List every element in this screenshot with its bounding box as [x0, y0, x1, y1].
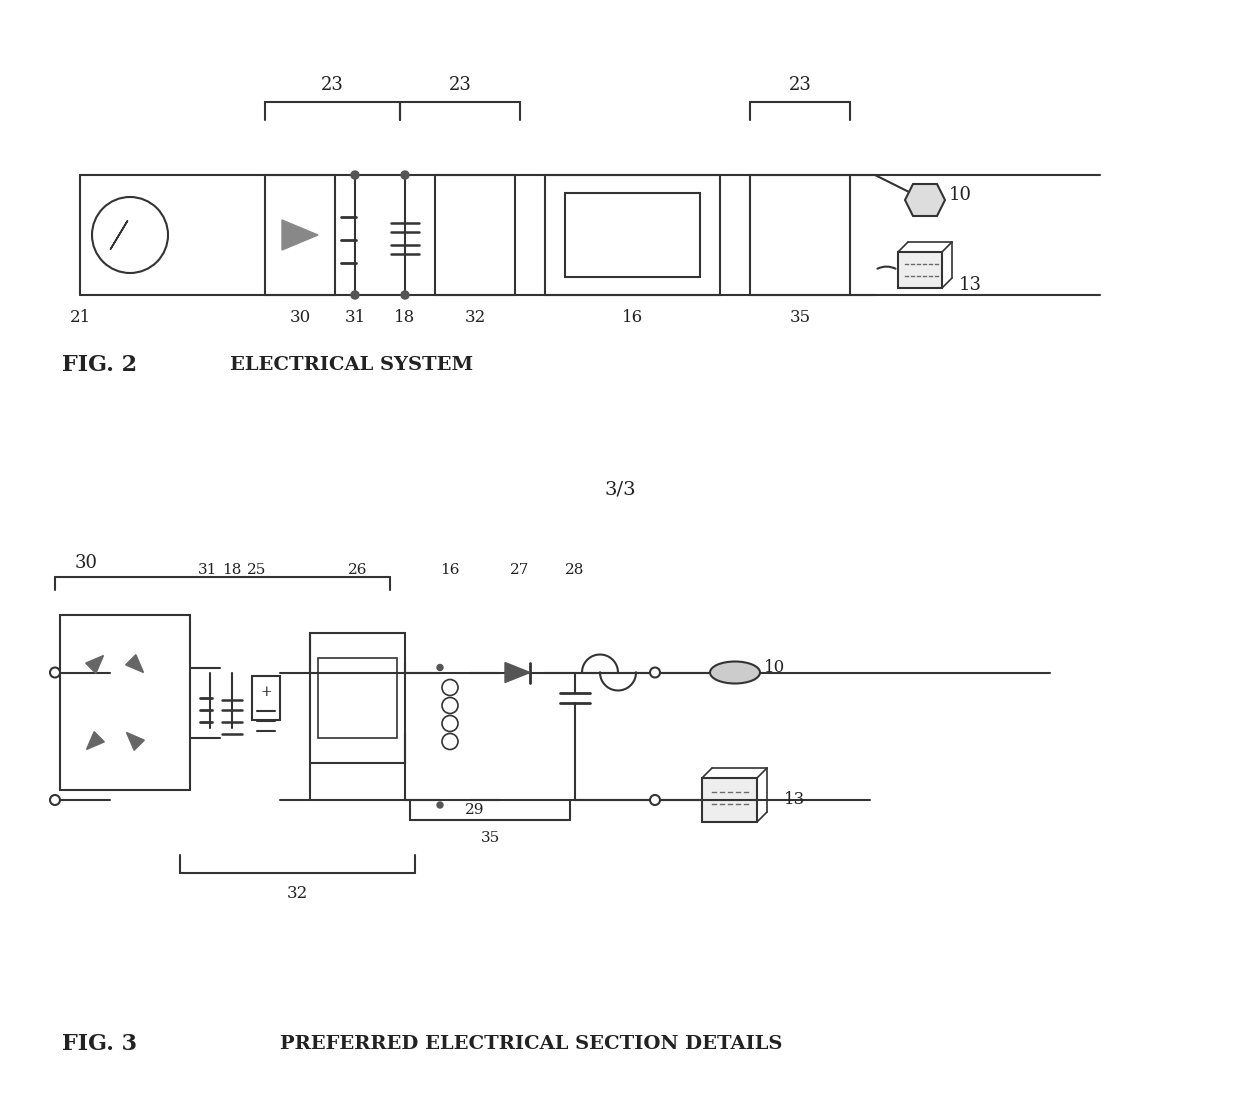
- Circle shape: [50, 667, 60, 677]
- Text: 25: 25: [247, 563, 267, 576]
- Text: 26: 26: [347, 563, 367, 576]
- Circle shape: [436, 664, 443, 671]
- Text: 16: 16: [622, 308, 644, 326]
- Text: 30: 30: [289, 308, 311, 326]
- Bar: [60, 615, 190, 790]
- Text: 10: 10: [764, 659, 786, 676]
- Bar: [317, 658, 397, 738]
- Text: 31: 31: [198, 563, 218, 576]
- Text: 35: 35: [790, 308, 811, 326]
- Text: 23: 23: [789, 76, 811, 94]
- Polygon shape: [87, 732, 104, 750]
- Ellipse shape: [711, 662, 760, 684]
- Text: 23: 23: [321, 76, 343, 94]
- Circle shape: [650, 667, 660, 677]
- Text: 28: 28: [565, 563, 585, 576]
- Text: 18: 18: [394, 308, 415, 326]
- Text: 32: 32: [464, 308, 486, 326]
- Text: 13: 13: [959, 276, 982, 294]
- Bar: [702, 778, 756, 822]
- Text: 16: 16: [440, 563, 460, 576]
- Text: ELECTRICAL SYSTEM: ELECTRICAL SYSTEM: [229, 356, 474, 374]
- Text: 32: 32: [286, 884, 308, 902]
- Text: 23: 23: [449, 76, 471, 94]
- Text: +: +: [260, 685, 272, 698]
- Text: FIG. 3: FIG. 3: [62, 1034, 136, 1055]
- Text: PREFERRED ELECTRICAL SECTION DETAILS: PREFERRED ELECTRICAL SECTION DETAILS: [280, 1035, 782, 1053]
- Bar: [310, 632, 405, 763]
- Text: 13: 13: [785, 791, 806, 809]
- Text: FIG. 2: FIG. 2: [62, 354, 138, 376]
- Polygon shape: [86, 655, 103, 673]
- Polygon shape: [281, 220, 317, 250]
- Circle shape: [401, 292, 409, 299]
- Text: 21: 21: [69, 308, 91, 326]
- Text: 27: 27: [511, 563, 529, 576]
- Circle shape: [401, 171, 409, 179]
- Polygon shape: [126, 732, 144, 751]
- Text: 35: 35: [480, 831, 500, 845]
- Circle shape: [92, 197, 167, 273]
- Bar: [898, 252, 942, 288]
- Text: 30: 30: [74, 553, 98, 572]
- Text: 18: 18: [222, 563, 242, 576]
- Text: 10: 10: [949, 186, 971, 204]
- Circle shape: [436, 802, 443, 808]
- Bar: [750, 175, 849, 295]
- Bar: [252, 675, 280, 719]
- Text: 29: 29: [465, 803, 485, 817]
- Text: 31: 31: [345, 308, 366, 326]
- Polygon shape: [505, 662, 529, 683]
- Polygon shape: [125, 654, 144, 673]
- Polygon shape: [905, 184, 945, 216]
- Circle shape: [650, 795, 660, 804]
- Bar: [546, 175, 720, 295]
- Text: 3/3: 3/3: [604, 481, 636, 499]
- Circle shape: [351, 171, 360, 179]
- Bar: [435, 175, 515, 295]
- Circle shape: [50, 795, 60, 804]
- Circle shape: [351, 292, 360, 299]
- Bar: [265, 175, 335, 295]
- Bar: [565, 193, 701, 277]
